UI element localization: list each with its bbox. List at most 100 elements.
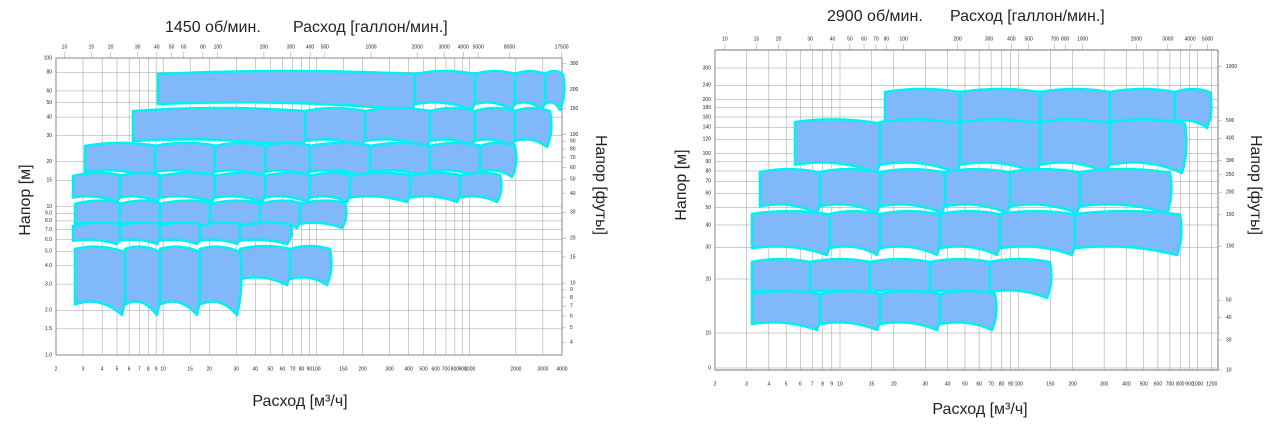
top-tick-label: 60 [181,44,187,50]
top-tick-label: 500 [1025,36,1034,42]
y2-tick-label: 60 [570,165,576,171]
pump-tile [1173,87,1213,130]
pump-tile [1108,118,1188,175]
y2-tick-label: 50 [570,177,576,183]
y-label-right: Напор [футы] [592,135,609,235]
top-tick-label: 30 [135,44,141,50]
pump-tile [71,221,123,246]
pump-tile [198,245,243,317]
x-tick-label: 500 [419,366,428,372]
x-tick-label: 40 [945,381,951,387]
y2-tick-label: 15 [570,254,576,260]
x-tick-label: 3 [82,366,85,372]
x-tick-label: 500 [1140,381,1149,387]
x-tick-label: 50 [962,381,968,387]
pump-tile [473,106,518,149]
top-tick-label: 100 [214,44,223,50]
y-label-left: Напор [м] [673,149,690,220]
pump-tile [131,106,308,149]
x-tick-label: 80 [299,366,305,372]
top-tick-label: 80 [884,36,890,42]
y2-tick-label: 5 [570,325,573,331]
x-tick-label: 2 [55,366,58,372]
pump-tile [513,106,553,149]
y-tick-label: 6.0 [45,237,52,243]
pump-tile [158,221,203,246]
y-tick-label: 10 [46,204,52,210]
x-tick-label: 5 [116,366,119,372]
pump-tile [348,171,413,204]
y-tick-label: 30 [46,133,52,139]
pump-tile [878,118,963,175]
y-tick-label: 80 [705,168,711,174]
top-tick-label: 1000 [365,44,376,50]
x-tick-label: 800 [1176,381,1185,387]
y-tick-label: 140 [703,125,712,131]
x-tick-label: 1000 [464,366,475,372]
x-tick-label: 6 [128,366,131,372]
x-tick-label: 900 [1185,381,1194,387]
top-tick-label: 70 [873,36,879,42]
y-tick-label: 120 [703,137,712,143]
x-tick-label: 7 [811,381,814,387]
x-tick-label: 300 [1100,381,1109,387]
y-tick-label: 40 [705,222,711,228]
x-tick-label: 1200 [1206,381,1217,387]
x-tick-label: 700 [1166,381,1175,387]
pump-tile [818,167,883,215]
top-tick-label: 8000 [504,44,515,50]
top-tick-label: 15 [754,36,760,42]
x-tick-label: 4 [101,366,104,372]
pump-tile [1078,167,1173,215]
pump-tile [156,69,418,112]
x-tick-label: 80 [999,381,1005,387]
top-tick-label: 3000 [1162,36,1173,42]
top-tick-label: 500 [321,44,330,50]
y2-tick-label: 9 [570,287,573,293]
y-tick-label: 50 [46,100,52,106]
x-tick-label: 30 [923,381,929,387]
top-tick-label: 17500 [555,44,569,50]
pump-tile [478,141,518,179]
x-tick-label: 70 [988,381,994,387]
pump-tile [1073,209,1183,257]
x-tick-label: 90 [307,366,313,372]
pump-tile [473,69,518,112]
y-tick-label: 100 [703,151,712,157]
top-tick-label: 30 [807,36,813,42]
x-label: Расход [м³/ч] [252,393,347,410]
top-tick-label: 200 [260,44,269,50]
pump-tile [793,118,883,175]
x-tick-label: 60 [976,381,982,387]
top-tick-label: 1000 [1077,36,1088,42]
x-tick-label: 60 [280,366,286,372]
pump-tile [1038,118,1113,175]
y-tick-label: 40 [46,114,52,120]
y2-tick-label: 400 [1226,135,1235,141]
x-tick-label: 20 [207,366,213,372]
x-tick-label: 600 [432,366,441,372]
pump-tile [363,106,433,149]
top-tick-label: 20 [776,36,782,42]
x-tick-label: 400 [1122,381,1131,387]
top-tick-label: 3000 [439,44,450,50]
y2-tick-label: 7 [570,303,573,309]
x-tick-label: 8 [821,381,824,387]
y-tick-label: 180 [703,105,712,111]
x-label: Расход [м³/ч] [932,401,1027,418]
x-tick-label: 300 [385,366,394,372]
y2-tick-label: 50 [1226,298,1232,304]
top-tick-label: 2000 [412,44,423,50]
y-label-right: Напор [футы] [1247,135,1264,235]
x-tick-label: 40 [253,366,259,372]
pump-tile [750,209,833,257]
y2-tick-label: 20 [570,236,576,242]
top-tick-label: 2000 [1131,36,1142,42]
top-tick-label: 800 [1061,36,1070,42]
x-tick-label: 100 [1015,381,1024,387]
x-tick-label: 200 [358,366,367,372]
y-tick-label: 50 [705,205,711,211]
x-tick-label: 9 [155,366,158,372]
y2-tick-label: 6 [570,313,573,319]
